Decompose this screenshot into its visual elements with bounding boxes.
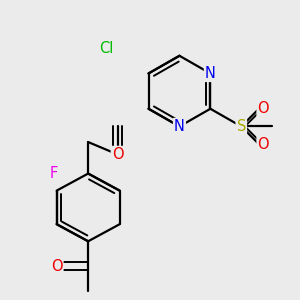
Text: N: N [205,66,216,81]
Text: O: O [51,259,62,274]
Text: O: O [257,136,269,152]
Text: F: F [50,166,58,181]
Text: O: O [257,101,269,116]
Text: O: O [112,147,123,162]
Text: Cl: Cl [99,41,113,56]
Text: N: N [174,119,185,134]
Text: S: S [237,119,246,134]
